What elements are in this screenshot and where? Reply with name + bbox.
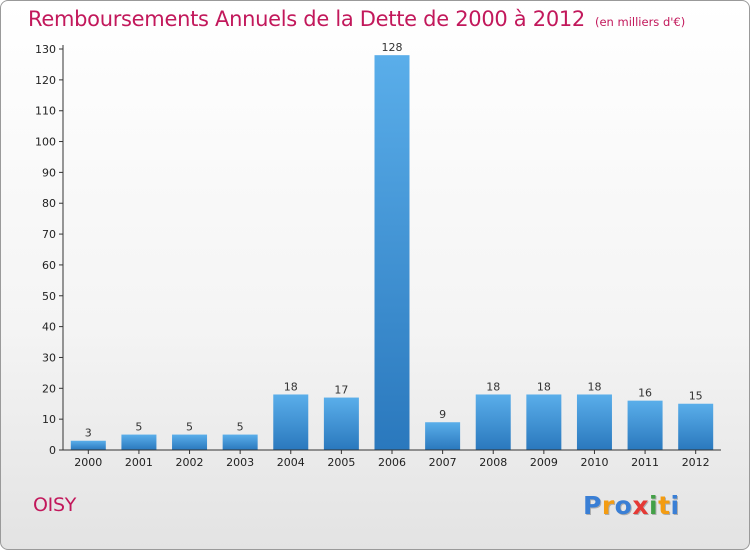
data-label-2011: 16 — [638, 387, 652, 400]
y-tick-label: 110 — [35, 105, 56, 118]
data-label-2006: 128 — [382, 41, 403, 54]
data-label-2005: 17 — [334, 384, 348, 397]
x-tick-label-2010: 2010 — [580, 456, 608, 469]
y-tick-label: 90 — [42, 166, 56, 179]
logo-letter: o — [614, 491, 633, 520]
bar-2009 — [526, 394, 562, 450]
x-tick-label-2005: 2005 — [327, 456, 355, 469]
data-label-2002: 5 — [186, 421, 193, 434]
y-tick-label: 20 — [42, 382, 56, 395]
x-tick-label-2003: 2003 — [226, 456, 254, 469]
bar-2001 — [121, 434, 157, 450]
x-axis: 2000 2001 2002 2003 2004 2005 2006 2007 2008 2009… — [63, 449, 721, 469]
bar-2011 — [627, 400, 663, 450]
logo-letter: P — [583, 491, 602, 520]
y-tick-label: 130 — [35, 43, 56, 56]
y-tick-label: 30 — [42, 351, 56, 364]
data-label-2009: 18 — [537, 380, 551, 393]
data-label-2007: 9 — [439, 408, 446, 421]
bar-2005 — [323, 397, 359, 450]
data-label-2008: 18 — [486, 380, 500, 393]
data-label-2010: 18 — [587, 380, 601, 393]
chart-title-text: Remboursements Annuels de la Dette de 20… — [28, 7, 585, 31]
x-tick-label-2004: 2004 — [277, 456, 305, 469]
y-tick-label: 120 — [35, 74, 56, 87]
data-label-2000: 3 — [85, 427, 92, 440]
bar-2012 — [678, 403, 714, 450]
x-tick-label-2006: 2006 — [378, 456, 406, 469]
y-tick-label: 0 — [49, 444, 56, 457]
x-tick-label-2007: 2007 — [429, 456, 457, 469]
y-tick-label: 10 — [42, 413, 56, 426]
logo-letter: x — [632, 491, 649, 520]
bars: 3 5 5 5 18 17 128 9 18 18 18 16 15 — [70, 41, 714, 451]
x-tick-label-2000: 2000 — [74, 456, 102, 469]
commune-name: OISY — [33, 494, 77, 516]
data-label-2004: 18 — [284, 380, 298, 393]
bar-2003 — [222, 434, 258, 450]
bar-2010 — [576, 394, 612, 450]
y-tick-label: 80 — [42, 197, 56, 210]
x-tick-label-2011: 2011 — [631, 456, 659, 469]
bar-2000 — [70, 440, 106, 450]
proxiti-logo[interactable]: Proxiti — [583, 491, 680, 520]
logo-letter: t — [658, 491, 671, 520]
data-label-2001: 5 — [135, 421, 142, 434]
y-tick-label: 100 — [35, 136, 56, 149]
y-tick-label: 50 — [42, 290, 56, 303]
chart-title: Remboursements Annuels de la Dette de 20… — [28, 7, 685, 31]
bar-2002 — [172, 434, 208, 450]
x-tick-label-2009: 2009 — [530, 456, 558, 469]
logo-letter: i — [649, 491, 659, 520]
y-axis: 0 10 20 30 40 50 60 70 80 90 100 110 120 130 — [35, 43, 64, 457]
data-label-2012: 15 — [689, 390, 703, 403]
x-tick-label-2001: 2001 — [125, 456, 153, 469]
x-tick-label-2002: 2002 — [176, 456, 204, 469]
logo-letter: i — [670, 491, 680, 520]
y-tick-label: 40 — [42, 321, 56, 334]
data-label-2003: 5 — [237, 421, 244, 434]
bar-2007 — [425, 422, 461, 450]
y-tick-label: 60 — [42, 259, 56, 272]
x-tick-label-2012: 2012 — [682, 456, 710, 469]
x-tick-label-2008: 2008 — [479, 456, 507, 469]
y-tick-label: 70 — [42, 228, 56, 241]
chart-subtitle: (en milliers d'€) — [595, 15, 686, 29]
bar-2006 — [374, 55, 410, 451]
bar-2004 — [273, 394, 309, 450]
logo-letter: r — [601, 491, 615, 520]
bar-2008 — [475, 394, 511, 450]
